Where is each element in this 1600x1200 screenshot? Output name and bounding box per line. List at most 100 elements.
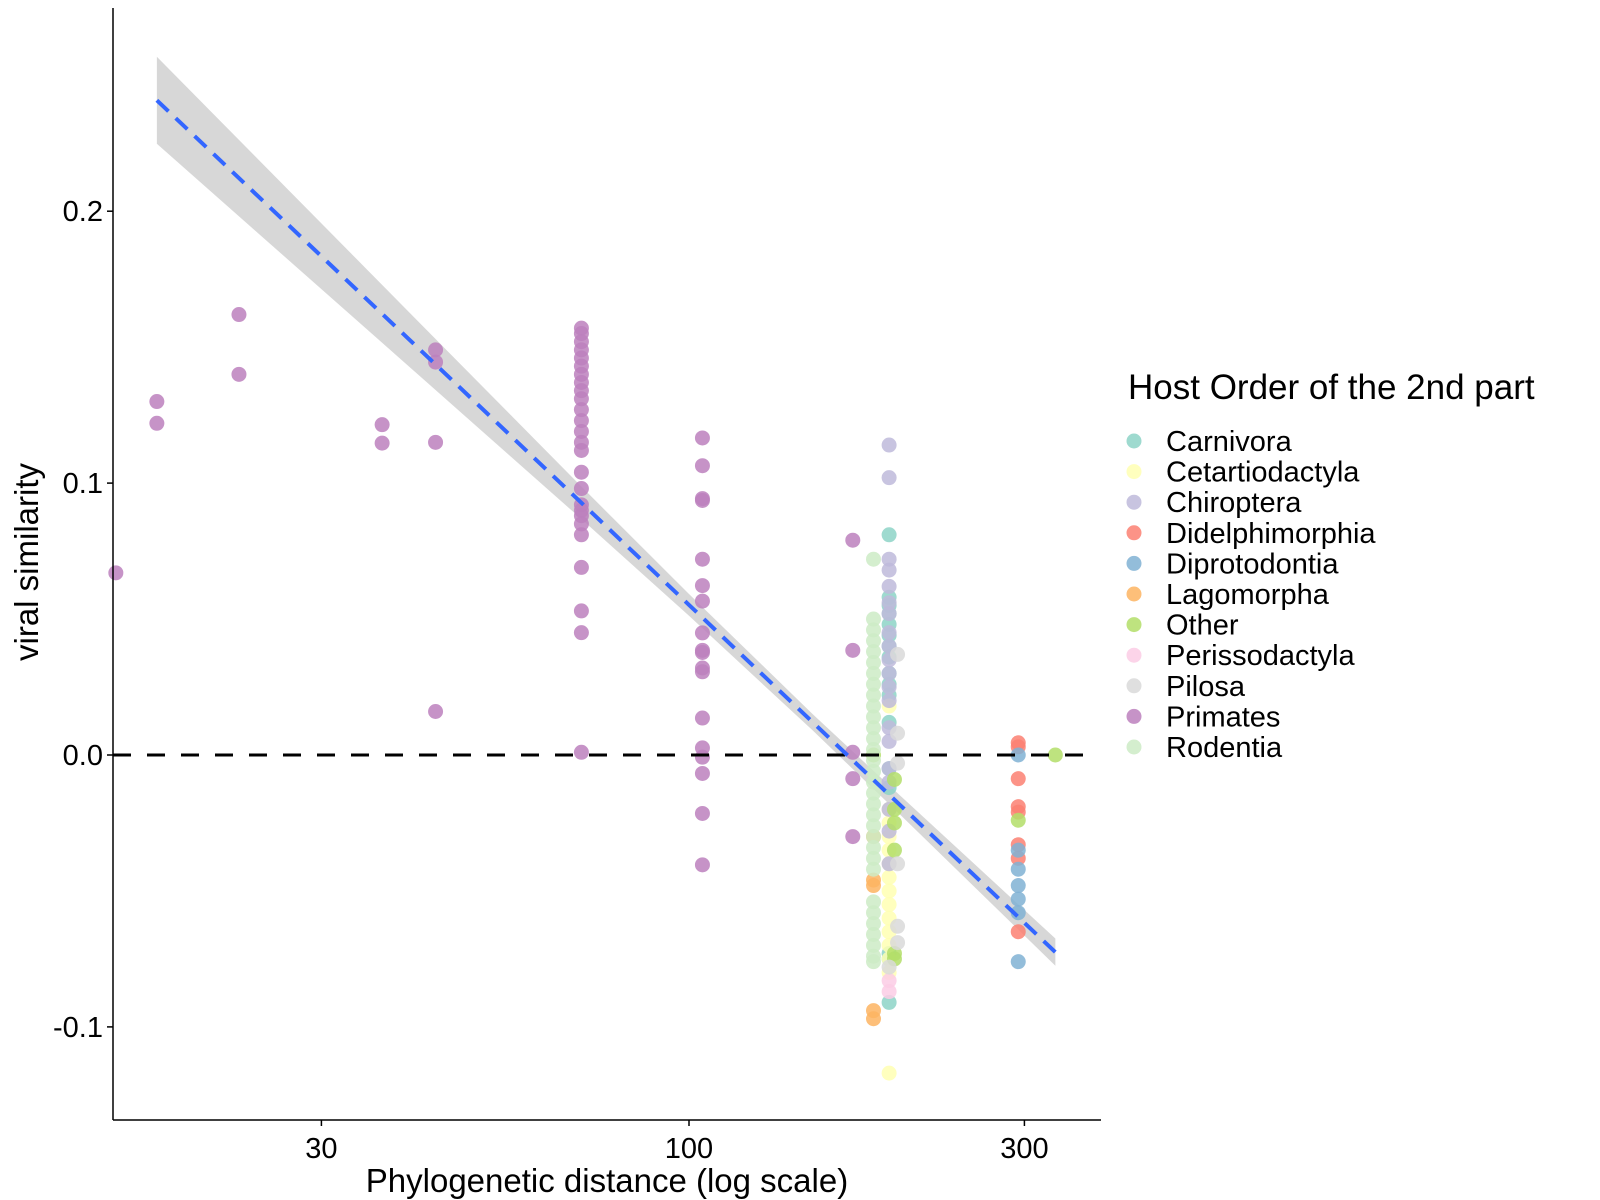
legend-label-primates: Primates [1166,701,1280,733]
point-primates [694,805,710,821]
point-primates [428,342,444,358]
point-primates [149,394,165,410]
point-primates [573,481,589,497]
point-rodentia [866,926,882,942]
point-perissodactyla [881,973,897,989]
point-diprotodontia [1010,861,1026,877]
x-tick-label: 100 [665,1133,713,1165]
point-primates [845,771,861,787]
legend-label-diprotodontia: Diprotodontia [1166,548,1339,580]
point-didelphimorphia [1010,771,1026,787]
point-rodentia [866,850,882,866]
point-chiroptera [881,470,897,486]
legend-label-rodentia: Rodentia [1166,732,1283,764]
point-chiroptera [881,551,897,567]
point-primates [694,593,710,609]
legend-key-diprotodontia [1126,555,1142,571]
point-primates [845,829,861,845]
point-primates [694,493,710,509]
point-rodentia [866,905,882,921]
point-chiroptera [881,665,897,681]
legend-label-chiroptera: Chiroptera [1166,487,1302,519]
point-chiroptera [881,437,897,453]
point-rodentia [866,752,882,768]
legend-label-lagomorpha: Lagomorpha [1166,579,1330,611]
point-chiroptera [881,679,897,695]
point-rodentia [866,861,882,877]
y-tick-label: -0.1 [53,1012,103,1044]
point-other [1047,747,1063,763]
point-primates [694,458,710,474]
point-diprotodontia [1010,954,1026,970]
point-chiroptera [881,693,897,709]
point-primates [694,857,710,873]
point-diprotodontia [1010,747,1026,763]
point-primates [845,642,861,658]
point-rodentia [866,676,882,692]
legend-label-carnivora: Carnivora [1166,426,1293,458]
point-primates [694,765,710,781]
point-primates [573,413,589,429]
point-rodentia [866,937,882,953]
point-rodentia [866,829,882,845]
point-rodentia [866,916,882,932]
legend-key-didelphimorphia [1126,525,1142,541]
point-chiroptera [881,595,897,611]
point-perissodactyla [881,984,897,1000]
point-cetartiodactyla [881,1065,897,1081]
axes: 30 100 300 0.2 0.1 0.0 -0.1 [53,8,1101,1165]
legend-key-rodentia [1126,739,1142,755]
legend-key-cetartiodactyla [1126,464,1142,480]
point-primates [694,749,710,765]
point-primates [374,417,390,433]
legend-key-lagomorpha [1126,586,1142,602]
point-primates [694,430,710,446]
point-primates [149,415,165,431]
point-rodentia [866,665,882,681]
point-diprotodontia [1010,891,1026,907]
point-primates [374,435,390,451]
point-rodentia [866,742,882,758]
point-cetartiodactyla [881,869,897,885]
point-chiroptera [881,562,897,578]
point-rodentia [866,796,882,812]
legend-key-perissodactyla [1126,647,1142,663]
point-cetartiodactyla [881,883,897,899]
point-primates [108,565,124,581]
regression-line [155,98,1057,954]
point-rodentia [866,763,882,779]
x-tick-label: 30 [305,1133,337,1165]
point-primates [428,434,444,450]
point-diprotodontia [1010,878,1026,894]
point-primates [694,710,710,726]
point-pilosa [890,755,906,771]
point-pilosa [890,856,906,872]
point-diprotodontia [1010,905,1026,921]
point-chiroptera [881,625,897,641]
point-primates [231,366,247,382]
point-didelphimorphia [1010,924,1026,940]
legend-title: Host Order of the 2nd part [1128,368,1535,407]
legend: Host Order of the 2nd part CarnivoraCeta… [1126,368,1535,764]
point-pilosa [890,646,906,662]
point-primates [573,516,589,532]
point-primates [573,391,589,407]
point-diprotodontia [1010,842,1026,858]
point-rodentia [866,644,882,660]
legend-key-other [1126,617,1142,633]
point-carnivora [881,527,897,543]
point-pilosa [890,935,906,951]
y-tick-label: 0.0 [63,740,103,772]
point-pilosa [881,959,897,975]
point-primates [428,703,444,719]
point-rodentia [866,954,882,970]
point-rodentia [866,622,882,638]
y-tick-label: 0.1 [63,468,103,500]
point-lagomorpha [866,1011,882,1027]
point-rodentia [866,720,882,736]
legend-key-carnivora [1126,433,1142,449]
point-other [886,842,902,858]
legend-key-pilosa [1126,678,1142,694]
point-carnivora [881,994,897,1010]
point-rodentia [866,731,882,747]
